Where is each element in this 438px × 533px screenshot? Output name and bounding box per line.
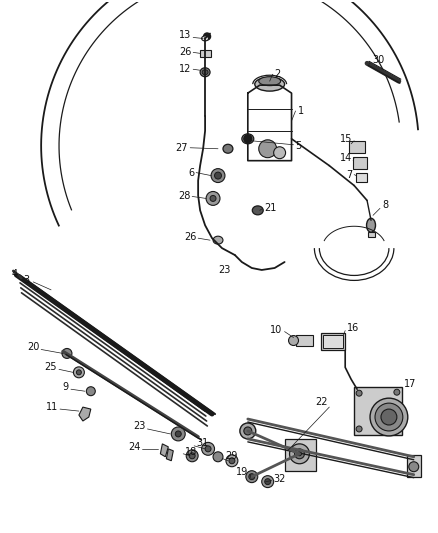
Text: 21: 21 (265, 204, 277, 213)
Circle shape (244, 427, 252, 435)
Text: 31: 31 (196, 438, 208, 448)
Text: 15: 15 (340, 134, 352, 144)
Text: 20: 20 (27, 343, 39, 352)
Ellipse shape (375, 403, 403, 431)
Text: 24: 24 (128, 442, 141, 452)
Circle shape (297, 452, 301, 456)
Circle shape (189, 453, 195, 459)
Polygon shape (166, 449, 173, 461)
Circle shape (246, 471, 258, 482)
Text: 27: 27 (176, 143, 188, 153)
Circle shape (289, 336, 298, 345)
Bar (349, 141, 365, 153)
Circle shape (210, 196, 216, 201)
Bar (368, 232, 375, 237)
Text: 5: 5 (296, 141, 302, 151)
Bar (321, 333, 345, 351)
Circle shape (76, 370, 81, 375)
Circle shape (229, 458, 235, 464)
Text: 28: 28 (178, 191, 190, 201)
Text: 32: 32 (274, 474, 286, 483)
Text: 1: 1 (297, 106, 304, 116)
Bar (200, 51, 211, 58)
Text: 26: 26 (184, 232, 196, 242)
Bar (323, 335, 343, 349)
Circle shape (211, 168, 225, 182)
Text: 23: 23 (218, 265, 230, 275)
Circle shape (394, 389, 400, 395)
Ellipse shape (213, 236, 223, 244)
Circle shape (175, 431, 181, 437)
Circle shape (244, 135, 252, 143)
Text: 29: 29 (225, 451, 237, 461)
Circle shape (62, 349, 72, 358)
Bar (356, 173, 367, 182)
Circle shape (204, 33, 211, 40)
Text: 7: 7 (346, 169, 352, 180)
Text: 25: 25 (45, 362, 57, 373)
Circle shape (171, 427, 185, 441)
Circle shape (294, 449, 304, 459)
Ellipse shape (259, 77, 281, 86)
Text: 19: 19 (236, 467, 248, 477)
Circle shape (215, 172, 222, 179)
Text: 22: 22 (315, 397, 327, 407)
Text: 11: 11 (46, 402, 58, 412)
Text: 6: 6 (188, 167, 194, 177)
Polygon shape (79, 407, 91, 421)
Text: 2: 2 (275, 69, 281, 79)
Bar (407, 455, 421, 477)
Text: 9: 9 (63, 382, 69, 392)
Ellipse shape (201, 36, 208, 41)
Circle shape (249, 474, 255, 480)
Ellipse shape (252, 206, 263, 215)
Circle shape (274, 147, 286, 159)
Circle shape (356, 426, 362, 432)
Text: 16: 16 (347, 322, 360, 333)
Text: 26: 26 (179, 47, 191, 58)
Text: 13: 13 (179, 30, 191, 41)
Text: 30: 30 (372, 55, 384, 66)
Circle shape (240, 423, 256, 439)
Ellipse shape (202, 70, 208, 75)
Ellipse shape (381, 409, 397, 425)
Text: 4: 4 (11, 269, 18, 279)
Ellipse shape (200, 68, 210, 77)
Bar (285, 439, 316, 471)
Circle shape (186, 450, 198, 462)
Text: 12: 12 (179, 64, 191, 74)
Polygon shape (160, 444, 168, 457)
Circle shape (206, 191, 220, 205)
Ellipse shape (242, 134, 254, 144)
Ellipse shape (255, 77, 285, 91)
Circle shape (290, 444, 309, 464)
Circle shape (205, 446, 211, 452)
Circle shape (86, 387, 95, 395)
Bar (354, 387, 402, 435)
Text: 23: 23 (133, 421, 145, 431)
Ellipse shape (223, 144, 233, 153)
Circle shape (409, 462, 419, 472)
Text: 3: 3 (23, 275, 29, 285)
Circle shape (74, 367, 85, 378)
Ellipse shape (370, 398, 408, 436)
Bar (296, 335, 314, 346)
Text: 10: 10 (270, 325, 283, 335)
Circle shape (201, 442, 215, 455)
Circle shape (259, 140, 277, 158)
Text: 17: 17 (404, 379, 416, 389)
Circle shape (356, 390, 362, 396)
Bar (353, 157, 367, 168)
Circle shape (265, 479, 271, 484)
Text: 18: 18 (185, 447, 198, 457)
Circle shape (262, 475, 274, 488)
Circle shape (226, 455, 238, 467)
Text: 8: 8 (382, 200, 388, 211)
Circle shape (213, 452, 223, 462)
Text: 14: 14 (340, 152, 352, 163)
Ellipse shape (367, 219, 375, 232)
